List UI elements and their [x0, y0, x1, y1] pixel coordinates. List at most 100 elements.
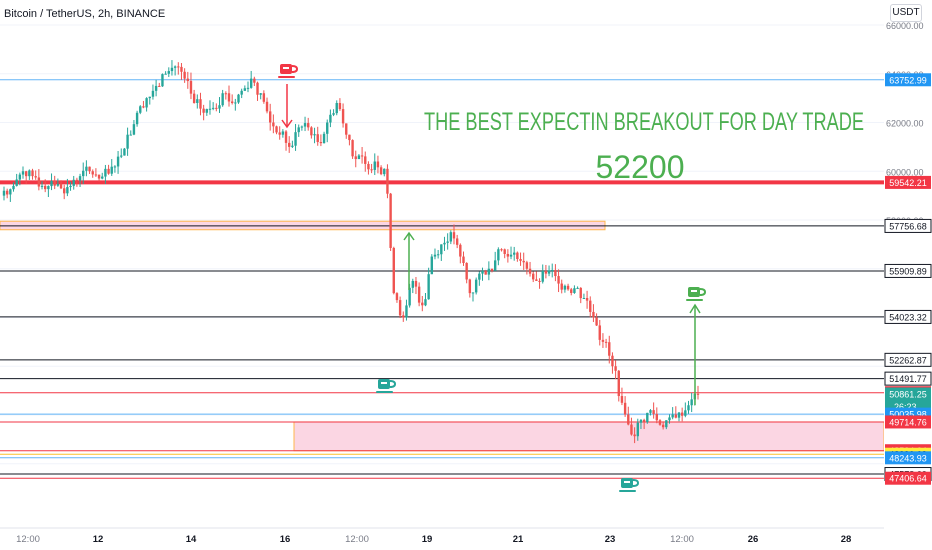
- target-text: 52200: [596, 149, 685, 185]
- candle-body: [421, 302, 424, 306]
- candle-body: [101, 176, 104, 179]
- candle-body: [668, 417, 671, 421]
- candle-body: [294, 132, 297, 146]
- candle-body: [139, 106, 142, 113]
- candle-body: [284, 131, 288, 143]
- x-tick-label: 14: [186, 534, 197, 545]
- candle-body: [211, 107, 215, 109]
- candle-body: [427, 274, 430, 300]
- price-label-text: 47406.64: [889, 474, 927, 484]
- candle-body: [585, 298, 589, 301]
- candle-body: [604, 341, 608, 343]
- price-axis: 66000.0064000.0062000.0060000.0058000.00…: [884, 0, 932, 550]
- candle-body: [173, 66, 177, 68]
- y-tick-label: 62000.00: [886, 119, 924, 129]
- candle-body: [642, 419, 646, 423]
- candle-body: [208, 108, 212, 110]
- price-label-text: 50035.98: [889, 410, 927, 420]
- price-label-text: 50861.25: [889, 390, 927, 400]
- grid: [0, 24, 884, 465]
- candle-body: [329, 114, 332, 123]
- candle-body: [497, 249, 500, 261]
- coffee-cup-teal-icon: [619, 478, 640, 492]
- candle-body: [135, 112, 139, 125]
- candle-body: [28, 170, 31, 177]
- candle-body: [161, 74, 164, 87]
- candle-body: [104, 168, 107, 177]
- candle-body: [288, 142, 291, 147]
- candle-body: [506, 253, 510, 257]
- price-label-text: 54023.32: [889, 312, 927, 322]
- candle-body: [652, 410, 655, 414]
- candle-body: [192, 93, 196, 103]
- candle-body: [414, 280, 418, 287]
- candle-body: [319, 142, 323, 144]
- price-label-text: 59542.21: [889, 178, 927, 188]
- candle-body: [398, 300, 402, 316]
- candle-body: [34, 176, 37, 178]
- candle-body: [360, 155, 364, 157]
- x-tick-label: 19: [422, 534, 433, 545]
- candle-body: [303, 123, 307, 127]
- candle-body: [443, 242, 446, 245]
- candle-body: [598, 325, 601, 340]
- candle-body: [351, 140, 354, 157]
- candle-body: [573, 288, 576, 293]
- countdown-text: 26:23: [894, 402, 917, 412]
- candle-body: [589, 300, 592, 312]
- candle-body: [379, 167, 383, 175]
- candle-body: [376, 161, 380, 168]
- candle-body: [218, 105, 221, 109]
- candle-body: [332, 113, 335, 115]
- candle-body: [620, 396, 624, 403]
- x-tick-label: 23: [605, 534, 616, 545]
- coffee-cup-green-icon: [686, 287, 707, 301]
- candle-body: [313, 134, 316, 136]
- candle-body: [126, 134, 129, 149]
- candle-body: [259, 93, 262, 95]
- candle-body: [386, 168, 389, 194]
- candle-body: [202, 108, 205, 113]
- candle-body: [627, 414, 630, 425]
- candle-body: [272, 122, 275, 127]
- candle-body: [24, 171, 28, 177]
- candle-body: [547, 270, 551, 274]
- candle-body: [348, 134, 351, 141]
- candle-body: [88, 166, 91, 172]
- price-label: 59542.21: [885, 175, 931, 189]
- candle-body: [120, 155, 123, 157]
- x-tick-label: 16: [280, 534, 291, 545]
- candle-body: [338, 103, 342, 110]
- candle-body: [107, 168, 110, 174]
- candle-body: [12, 185, 15, 190]
- candle-body: [367, 163, 370, 170]
- candle-body: [15, 179, 18, 186]
- candle-body: [646, 412, 649, 423]
- candle-body: [307, 123, 310, 128]
- price-label: 51491.77: [884, 371, 932, 386]
- currency-button[interactable]: USDT: [890, 4, 922, 22]
- candle-body: [522, 260, 525, 263]
- candle-body: [85, 166, 88, 171]
- candle-body: [623, 402, 627, 415]
- candle-body: [630, 424, 633, 435]
- candle-body: [459, 244, 462, 257]
- candle-body: [563, 285, 567, 290]
- support-zone: [293, 421, 885, 452]
- coffee-cup-teal-icon: [376, 379, 397, 393]
- candle-body: [31, 170, 34, 177]
- candle-body: [224, 93, 228, 95]
- candle-body: [78, 176, 82, 181]
- candle-body: [183, 71, 186, 79]
- price-label-text: 48243.93: [889, 453, 927, 463]
- candle-body: [395, 293, 399, 301]
- candle-body: [541, 270, 544, 282]
- candle-body: [665, 420, 668, 428]
- candle-body: [167, 71, 170, 74]
- candle-body: [196, 99, 199, 103]
- candle-body: [177, 66, 180, 68]
- candle-body: [164, 73, 167, 75]
- time-axis-bg: [0, 528, 884, 550]
- candle-body: [493, 260, 497, 271]
